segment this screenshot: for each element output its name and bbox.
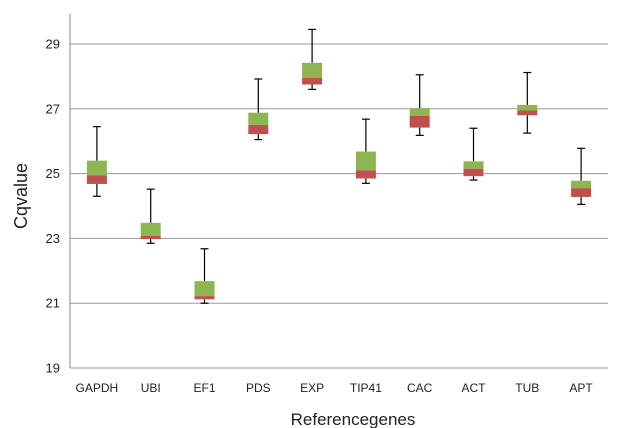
x-axis-label: Referencegenes bbox=[291, 410, 416, 428]
box-upper-quartile bbox=[86, 160, 107, 176]
x-tick-label: EXP bbox=[300, 381, 324, 395]
box-ef1 bbox=[194, 248, 215, 304]
box-upper-quartile bbox=[517, 104, 538, 111]
box-apt bbox=[571, 147, 592, 205]
y-tick-labels: 19 21 23 25 27 29 bbox=[46, 37, 60, 376]
y-tick-label: 29 bbox=[46, 37, 60, 52]
box-pds bbox=[248, 78, 269, 141]
box-act bbox=[463, 127, 484, 181]
box-lower-quartile bbox=[355, 170, 376, 179]
box-lower-quartile bbox=[409, 115, 430, 128]
box-series bbox=[86, 28, 592, 304]
box-upper-quartile bbox=[140, 222, 161, 236]
y-tick-label: 25 bbox=[46, 166, 60, 181]
x-tick-label: ACT bbox=[462, 381, 487, 395]
box-lower-quartile bbox=[194, 296, 215, 300]
box-ubi bbox=[140, 188, 161, 244]
x-tick-label: UBI bbox=[141, 381, 161, 395]
y-tick-label: 27 bbox=[46, 101, 60, 116]
box-lower-quartile bbox=[517, 110, 538, 116]
box-gapdh bbox=[86, 126, 107, 197]
x-tick-label: TIP41 bbox=[350, 381, 382, 395]
x-tick-label: GAPDH bbox=[76, 381, 119, 395]
box-lower-quartile bbox=[302, 78, 323, 85]
x-tick-label: EF1 bbox=[193, 381, 215, 395]
box-lower-quartile bbox=[571, 188, 592, 197]
y-tick-label: 21 bbox=[46, 296, 60, 311]
box-upper-quartile bbox=[409, 108, 430, 116]
box-upper-quartile bbox=[355, 151, 376, 171]
box-upper-quartile bbox=[248, 112, 269, 125]
box-tip41 bbox=[355, 118, 376, 184]
x-tick-label: TUB bbox=[515, 381, 539, 395]
box-lower-quartile bbox=[248, 125, 269, 135]
x-tick-label: APT bbox=[569, 381, 593, 395]
x-tick-label: CAC bbox=[407, 381, 433, 395]
box-lower-quartile bbox=[86, 175, 107, 184]
box-upper-quartile bbox=[463, 161, 484, 169]
y-axis-label: Cqvalue bbox=[11, 163, 31, 229]
box-cac bbox=[409, 74, 430, 136]
y-tick-label: 23 bbox=[46, 231, 60, 246]
x-tick-label: PDS bbox=[246, 381, 271, 395]
box-tub bbox=[517, 71, 538, 134]
box-upper-quartile bbox=[194, 281, 215, 297]
box-lower-quartile bbox=[140, 235, 161, 240]
box-upper-quartile bbox=[302, 62, 323, 79]
x-tick-labels: GAPDH UBI EF1 PDS EXP TIP41 CAC ACT TUB APT bbox=[76, 381, 594, 395]
y-tick-label: 19 bbox=[46, 361, 60, 376]
box-upper-quartile bbox=[571, 180, 592, 189]
box-exp bbox=[302, 28, 323, 90]
box-lower-quartile bbox=[463, 168, 484, 177]
